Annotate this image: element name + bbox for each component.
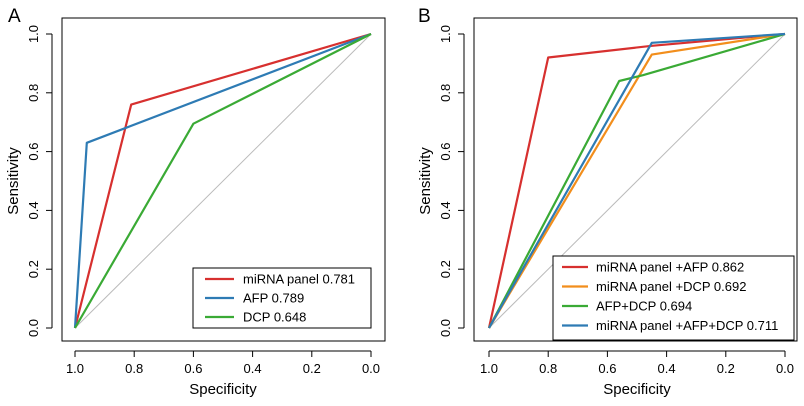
legend-label-1: miRNA panel 0.781: [243, 272, 355, 287]
roc-curve-2: [488, 32, 786, 329]
y-tick-label: 0.4: [438, 201, 453, 219]
x-tick-label: 0.4: [658, 361, 676, 376]
y-tick-label: 1.0: [26, 25, 41, 43]
x-tick-label: 0.8: [539, 361, 557, 376]
roc-curve-2: [73, 32, 372, 329]
roc-curve-1: [487, 32, 786, 329]
x-tick-label: 0.2: [303, 361, 321, 376]
legend-label-3: AFP+DCP 0.694: [596, 299, 692, 314]
reference-diagonal: [74, 33, 372, 329]
panel-label: A: [8, 6, 21, 27]
legend-label-4: miRNA panel +AFP+DCP 0.711: [596, 318, 778, 333]
y-axis-title: Sensitivity: [417, 147, 434, 215]
x-tick-label: 0.8: [125, 361, 143, 376]
x-tick-label: 0.0: [776, 361, 794, 376]
roc-panel-b: B 1.0 0.8 0.6 0.4 0.2 0.0 Specificity 0.0 0.2 0.4 0…: [417, 6, 798, 398]
panel-label: B: [418, 6, 431, 27]
roc-panel-a: A 1.0 0.8 0.6 0.4 0.2 0.0 Specificity 0.0 0.2 0.4 0…: [5, 6, 386, 398]
y-tick-label: 0.2: [438, 260, 453, 278]
y-tick-label: 0.0: [438, 319, 453, 337]
y-tick-label: 0.6: [438, 143, 453, 161]
y-tick-label: 0.0: [26, 319, 41, 337]
x-tick-label: 0.6: [184, 361, 202, 376]
legend-label-2: AFP 0.789: [243, 291, 304, 306]
reference-diagonal: [488, 33, 786, 329]
x-axis-title: Specificity: [603, 381, 671, 398]
x-tick-label: 0.0: [362, 361, 380, 376]
legend-label-1: miRNA panel +AFP 0.862: [596, 260, 744, 275]
y-tick-label: 0.6: [26, 143, 41, 161]
y-axis-title: Sensitivity: [5, 147, 22, 215]
x-tick-label: 1.0: [66, 361, 84, 376]
legend-label-3: DCP 0.648: [243, 310, 306, 325]
y-tick-label: 0.2: [26, 260, 41, 278]
roc-curve-3: [74, 33, 372, 329]
legend-label-2: miRNA panel +DCP 0.692: [596, 279, 746, 294]
legend-box: [552, 255, 795, 341]
roc-curve-1: [73, 32, 372, 329]
plot-frame: [473, 17, 798, 342]
y-tick-label: 0.8: [438, 84, 453, 102]
x-tick-label: 0.6: [598, 361, 616, 376]
y-tick-label: 0.4: [26, 201, 41, 219]
roc-curve-4: [488, 32, 786, 329]
x-tick-label: 0.4: [244, 361, 262, 376]
y-tick-label: 0.8: [26, 84, 41, 102]
x-tick-label: 1.0: [480, 361, 498, 376]
x-tick-label: 0.2: [717, 361, 735, 376]
x-axis-title: Specificity: [189, 381, 257, 398]
y-tick-label: 1.0: [438, 25, 453, 43]
plot-frame: [61, 17, 386, 342]
